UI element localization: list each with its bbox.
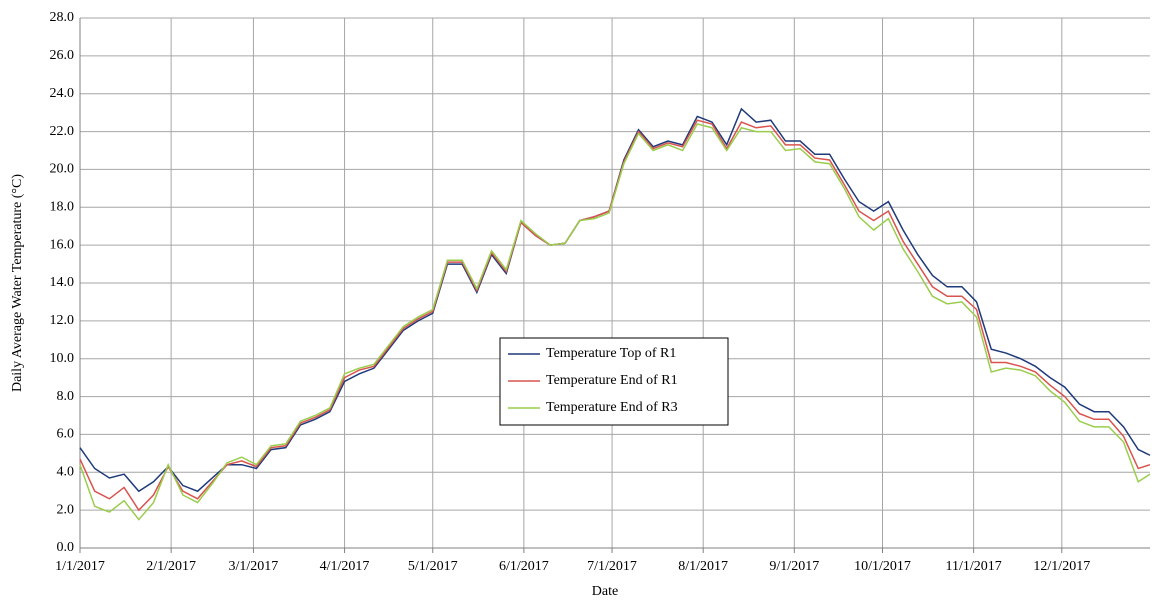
x-axis-label: Date	[592, 584, 618, 599]
x-tick-label: 1/1/2017	[55, 559, 105, 574]
data-line	[79, 119, 1151, 512]
y-tick-label: 10.0	[50, 351, 75, 366]
legend-label: Temperature End of R1	[546, 373, 678, 388]
y-tick-label: 26.0	[50, 48, 75, 63]
y-tick-label: 2.0	[57, 502, 75, 517]
x-tick-label: 10/1/2017	[854, 559, 911, 574]
x-tick-label: 9/1/2017	[769, 559, 819, 574]
legend-label: Temperature End of R3	[546, 400, 678, 415]
legend: Temperature Top of R1 Temperature End of …	[499, 337, 729, 426]
y-tick-label: 12.0	[50, 313, 75, 328]
x-tick-label: 4/1/2017	[320, 559, 370, 574]
y-tick-label: 22.0	[50, 124, 75, 139]
legend-box	[499, 337, 729, 426]
y-tick-label: 20.0	[50, 162, 75, 177]
data-line	[79, 107, 1151, 493]
x-tick-label: 11/1/2017	[945, 559, 1001, 574]
x-tick-label: 8/1/2017	[678, 559, 728, 574]
legend-label: Temperature Top of R1	[546, 346, 676, 361]
data-line	[79, 123, 1151, 521]
y-axis-label: Daily Average Water Temperature (°C)	[10, 174, 25, 392]
x-tick-label: 7/1/2017	[587, 559, 637, 574]
y-tick-label: 4.0	[57, 465, 75, 480]
x-tick-label: 12/1/2017	[1033, 559, 1090, 574]
x-tick-label: 6/1/2017	[499, 559, 549, 574]
y-tick-label: 24.0	[50, 86, 75, 101]
x-tick-label: 5/1/2017	[408, 559, 458, 574]
y-tick-label: 6.0	[57, 427, 75, 442]
x-tick-label: 2/1/2017	[146, 559, 196, 574]
y-tick-label: 16.0	[50, 237, 75, 252]
y-tick-label: 28.0	[50, 10, 75, 25]
y-tick-label: 0.0	[57, 540, 75, 555]
x-tick-label: 3/1/2017	[229, 559, 279, 574]
y-tick-label: 14.0	[50, 275, 75, 290]
y-tick-label: 18.0	[50, 200, 75, 215]
y-tick-label: 8.0	[57, 389, 75, 404]
